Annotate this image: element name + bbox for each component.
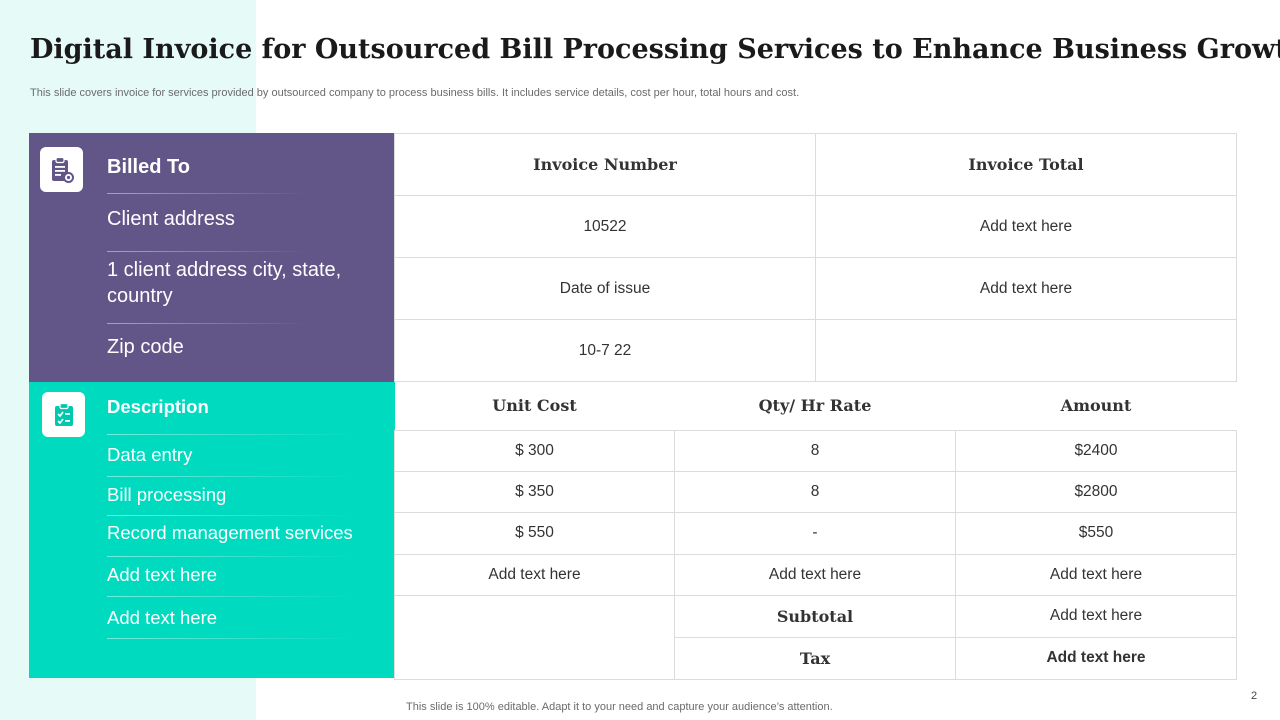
tax-label: Tax bbox=[674, 636, 956, 680]
date-of-issue-label: Date of issue bbox=[394, 257, 816, 320]
unit-cost-cell: Add text here bbox=[394, 553, 675, 596]
client-city-state-country: 1 client address city, state, country bbox=[107, 259, 342, 307]
blank-cell bbox=[394, 637, 675, 680]
invoice-total-value: Add text here bbox=[815, 195, 1237, 258]
invoice-total-header: Invoice Total bbox=[815, 133, 1237, 196]
footer-note: This slide is 100% editable. Adapt it to… bbox=[406, 701, 833, 713]
qty-cell: 8 bbox=[674, 470, 956, 513]
slide-subtitle: This slide covers invoice for services p… bbox=[30, 87, 800, 99]
description-item: Bill processing bbox=[107, 484, 227, 505]
divider bbox=[107, 251, 307, 252]
divider bbox=[107, 476, 357, 477]
date-of-issue-value: 10-7 22 bbox=[394, 319, 816, 382]
clipboard-gear-icon bbox=[40, 147, 83, 192]
slide-title: Digital Invoice for Outsourced Bill Proc… bbox=[30, 34, 1280, 65]
invoice-number-value: 10522 bbox=[394, 195, 816, 258]
description-item: Record management services bbox=[107, 522, 353, 543]
unit-cost-cell: $ 550 bbox=[394, 511, 675, 555]
subtotal-value: Add text here bbox=[955, 594, 1237, 638]
description-heading: Description bbox=[107, 396, 209, 417]
empty-cell bbox=[815, 319, 1237, 382]
amount-cell: Add text here bbox=[955, 553, 1237, 596]
line-items-table: Unit Cost Qty/ Hr Rate Amount $ 300 8 $2… bbox=[394, 382, 1237, 680]
unit-cost-header: Unit Cost bbox=[394, 382, 675, 431]
divider bbox=[107, 638, 357, 639]
tax-value: Add text here bbox=[955, 636, 1237, 680]
clipboard-check-icon bbox=[42, 392, 85, 437]
client-address: Client address bbox=[107, 208, 235, 230]
qty-cell: Add text here bbox=[674, 553, 956, 596]
amount-cell: $550 bbox=[955, 511, 1237, 555]
divider bbox=[107, 193, 307, 194]
qty-cell: 8 bbox=[674, 429, 956, 472]
divider bbox=[107, 323, 307, 324]
unit-cost-cell: $ 350 bbox=[394, 470, 675, 513]
blank-cell bbox=[394, 594, 675, 637]
page-number: 2 bbox=[1251, 690, 1258, 702]
description-item: Data entry bbox=[107, 444, 193, 465]
zip-code: Zip code bbox=[107, 336, 184, 358]
qty-hr-rate-header: Qty/ Hr Rate bbox=[674, 382, 956, 431]
divider bbox=[107, 596, 357, 597]
subtotal-label: Subtotal bbox=[674, 594, 956, 638]
billed-to-panel: Billed To Client address 1 client addres… bbox=[29, 133, 395, 382]
amount-cell: $2400 bbox=[955, 429, 1237, 472]
invoice-summary-table: Invoice Number Invoice Total 10522 Add t… bbox=[394, 133, 1237, 382]
amount-cell: $2800 bbox=[955, 470, 1237, 513]
description-panel: Description Data entry Bill processing R… bbox=[29, 382, 395, 678]
divider bbox=[107, 434, 357, 435]
billed-to-heading: Billed To bbox=[107, 156, 190, 178]
divider bbox=[107, 556, 357, 557]
invoice-text-cell: Add text here bbox=[815, 257, 1237, 320]
unit-cost-cell: $ 300 bbox=[394, 429, 675, 472]
invoice-number-header: Invoice Number bbox=[394, 133, 816, 196]
divider bbox=[107, 515, 357, 516]
qty-cell: - bbox=[674, 511, 956, 555]
description-item: Add text here bbox=[107, 607, 218, 628]
amount-header: Amount bbox=[955, 382, 1237, 431]
description-item: Add text here bbox=[107, 564, 218, 585]
